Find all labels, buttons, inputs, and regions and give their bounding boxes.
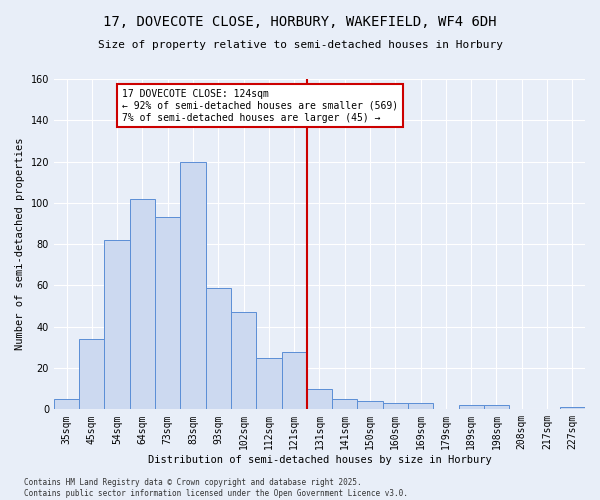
Bar [408, 403, 433, 409]
Text: Contains HM Land Registry data © Crown copyright and database right 2025.
Contai: Contains HM Land Registry data © Crown c… [24, 478, 408, 498]
Text: 17 DOVECOTE CLOSE: 124sqm
← 92% of semi-detached houses are smaller (569)
7% of : 17 DOVECOTE CLOSE: 124sqm ← 92% of semi-… [122, 90, 398, 122]
X-axis label: Distribution of semi-detached houses by size in Horbury: Distribution of semi-detached houses by … [148, 455, 491, 465]
Bar [79, 339, 104, 409]
Bar [358, 401, 383, 409]
Bar [458, 405, 484, 409]
Bar [383, 403, 408, 409]
Bar [155, 218, 181, 410]
Bar [130, 198, 155, 410]
Text: Size of property relative to semi-detached houses in Horbury: Size of property relative to semi-detach… [97, 40, 503, 50]
Bar [181, 162, 206, 410]
Bar [231, 312, 256, 410]
Bar [560, 408, 585, 410]
Y-axis label: Number of semi-detached properties: Number of semi-detached properties [15, 138, 25, 350]
Bar [206, 288, 231, 410]
Bar [281, 352, 307, 410]
Bar [332, 399, 358, 409]
Bar [307, 388, 332, 409]
Bar [484, 405, 509, 409]
Bar [256, 358, 281, 410]
Bar [104, 240, 130, 410]
Bar [54, 399, 79, 409]
Text: 17, DOVECOTE CLOSE, HORBURY, WAKEFIELD, WF4 6DH: 17, DOVECOTE CLOSE, HORBURY, WAKEFIELD, … [103, 15, 497, 29]
